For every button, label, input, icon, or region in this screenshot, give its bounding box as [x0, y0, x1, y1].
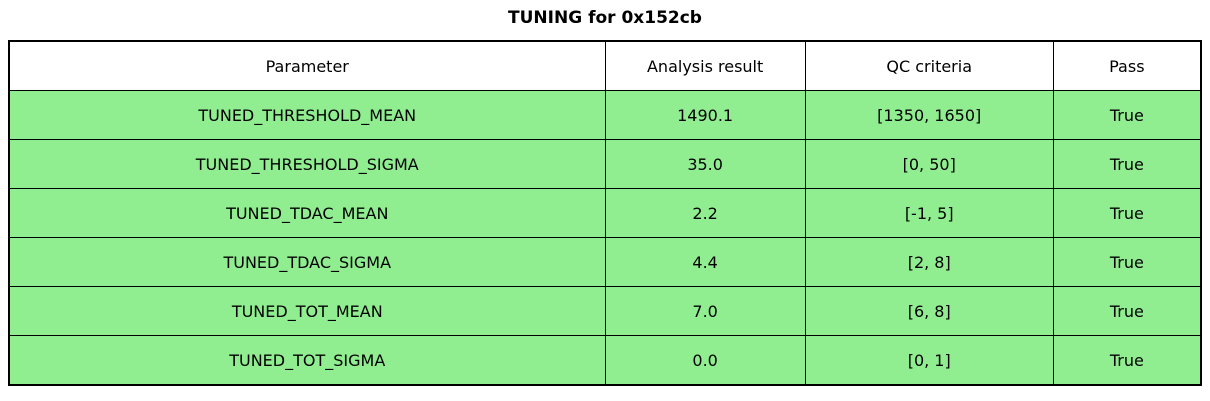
qc-results-table: Parameter Analysis result QC criteria Pa…: [8, 40, 1202, 386]
cell-analysis-result: 7.0: [604, 286, 806, 336]
cell-qc-criteria: [0, 50]: [804, 139, 1054, 189]
cell-parameter: TUNED_TOT_SIGMA: [8, 335, 606, 386]
table-row: TUNED_TDAC_MEAN 2.2 [-1, 5] True: [8, 188, 1202, 238]
cell-analysis-result: 0.0: [604, 335, 806, 386]
cell-parameter: TUNED_TDAC_MEAN: [8, 188, 606, 238]
cell-pass: True: [1052, 335, 1202, 386]
cell-parameter: TUNED_THRESHOLD_SIGMA: [8, 139, 606, 189]
cell-pass: True: [1052, 188, 1202, 238]
cell-pass: True: [1052, 286, 1202, 336]
cell-analysis-result: 4.4: [604, 237, 806, 287]
table-row: TUNED_TOT_MEAN 7.0 [6, 8] True: [8, 286, 1202, 336]
cell-analysis-result: 35.0: [604, 139, 806, 189]
cell-qc-criteria: [0, 1]: [804, 335, 1054, 386]
cell-parameter: TUNED_TOT_MEAN: [8, 286, 606, 336]
cell-analysis-result: 1490.1: [604, 90, 806, 140]
cell-qc-criteria: [-1, 5]: [804, 188, 1054, 238]
cell-pass: True: [1052, 237, 1202, 287]
col-header-parameter: Parameter: [8, 40, 606, 91]
cell-analysis-result: 2.2: [604, 188, 806, 238]
cell-pass: True: [1052, 139, 1202, 189]
col-header-analysis-result: Analysis result: [604, 40, 806, 91]
cell-qc-criteria: [1350, 1650]: [804, 90, 1054, 140]
col-header-qc-criteria: QC criteria: [804, 40, 1054, 91]
cell-parameter: TUNED_TDAC_SIGMA: [8, 237, 606, 287]
header-row: Parameter Analysis result QC criteria Pa…: [8, 40, 1202, 91]
table-row: TUNED_THRESHOLD_SIGMA 35.0 [0, 50] True: [8, 139, 1202, 189]
cell-qc-criteria: [2, 8]: [804, 237, 1054, 287]
col-header-pass: Pass: [1052, 40, 1202, 91]
cell-qc-criteria: [6, 8]: [804, 286, 1054, 336]
chart-title: TUNING for 0x152cb: [508, 8, 702, 28]
cell-pass: True: [1052, 90, 1202, 140]
table-row: TUNED_THRESHOLD_MEAN 1490.1 [1350, 1650]…: [8, 90, 1202, 140]
cell-parameter: TUNED_THRESHOLD_MEAN: [8, 90, 606, 140]
table-row: TUNED_TDAC_SIGMA 4.4 [2, 8] True: [8, 237, 1202, 287]
table-row: TUNED_TOT_SIGMA 0.0 [0, 1] True: [8, 335, 1202, 386]
